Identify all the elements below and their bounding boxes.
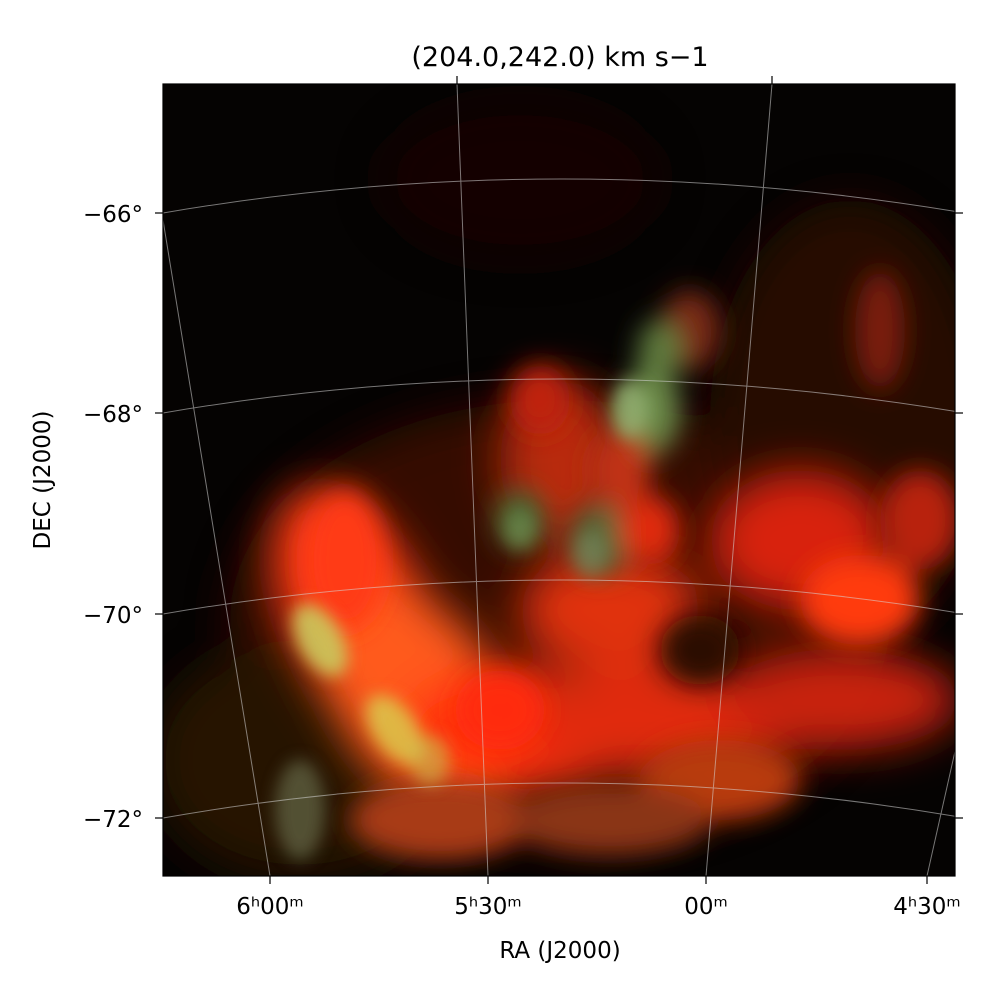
x-tick-label: 00ᵐ	[684, 894, 728, 920]
plot-frame	[162, 83, 956, 877]
coordinate-grid	[163, 84, 955, 876]
x-tick-label: 5ʰ30ᵐ	[454, 894, 522, 920]
y-tick-label: −68°	[83, 402, 143, 428]
emission-map-image	[163, 84, 955, 876]
x-tick-label: 4ʰ30ᵐ	[893, 894, 961, 920]
ra-gridline	[163, 219, 271, 876]
tick-marks	[155, 76, 963, 884]
y-tick-label: −66°	[83, 202, 143, 228]
y-tick-label: −72°	[83, 807, 143, 833]
figure-title: (204.0,242.0) km s−1	[411, 42, 708, 73]
dec-gridline	[163, 782, 955, 819]
x-axis-label: RA (J2000)	[499, 938, 620, 964]
dec-gridline	[163, 378, 955, 414]
y-tick-label: −70°	[83, 603, 143, 629]
dec-gridline	[163, 178, 955, 214]
y-axis-label: DEC (J2000)	[30, 411, 56, 550]
dec-gridline	[163, 579, 955, 615]
ra-gridline	[456, 84, 489, 876]
ra-gridline	[926, 749, 955, 876]
x-tick-label: 6ʰ00ᵐ	[236, 894, 304, 920]
ra-gridline	[705, 84, 773, 876]
